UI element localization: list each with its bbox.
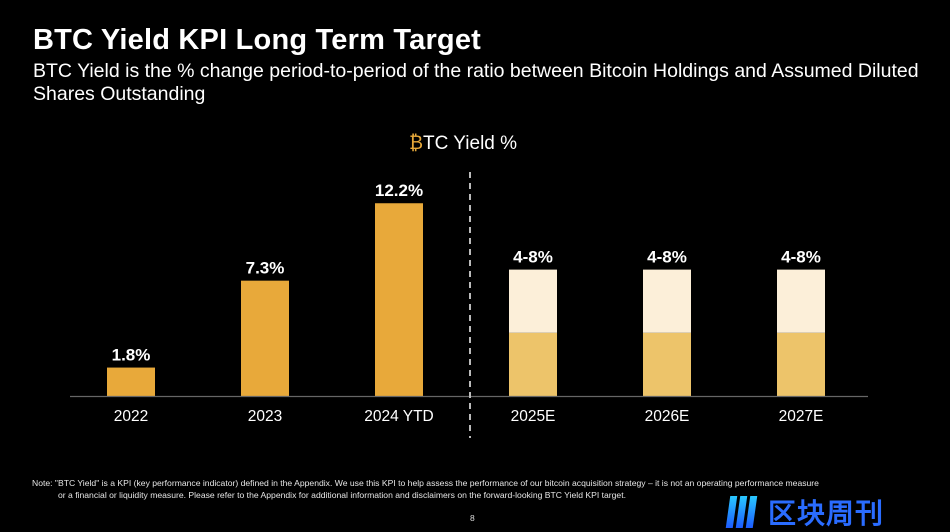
bar-range-2027e (777, 269, 825, 333)
page-title: BTC Yield KPI Long Term Target (33, 24, 482, 56)
x-tick-label: 2024 YTD (364, 408, 434, 425)
bar-2022 (107, 367, 155, 396)
bar-low-2025e (509, 332, 557, 396)
bar-low-2027e (777, 332, 825, 396)
x-tick-label: 2022 (114, 408, 148, 425)
data-label: 4-8% (513, 248, 553, 267)
data-label: 7.3% (246, 259, 285, 278)
bar-low-2026e (643, 332, 691, 396)
chart-title-text: TC Yield % (423, 133, 518, 154)
bar-2024-ytd (375, 203, 423, 396)
x-tick-label: 2027E (779, 408, 824, 425)
page-subtitle: BTC Yield is the % change period-to-peri… (33, 60, 919, 105)
footnote-line-1: Note: "BTC Yield" is a KPI (key performa… (32, 478, 819, 488)
page-number: 8 (470, 513, 475, 523)
bar-2023 (241, 280, 289, 396)
data-label: 1.8% (112, 346, 151, 365)
watermark-icon (725, 496, 764, 528)
data-label: 4-8% (647, 248, 687, 267)
bar-range-2025e (509, 269, 557, 333)
watermark-logo: 区块周刊 (725, 492, 885, 532)
footnote-line-2: or a financial or liquidity measure. Ple… (58, 490, 626, 500)
chart-title: ₿TC Yield % (0, 133, 926, 155)
watermark-text: 区块周刊 (768, 498, 885, 529)
data-label: 4-8% (781, 248, 821, 267)
x-tick-label: 2025E (511, 408, 556, 425)
data-label: 12.2% (375, 181, 423, 200)
x-tick-label: 2026E (645, 408, 690, 425)
bar-range-2026e (643, 269, 691, 333)
footnote: Note: "BTC Yield" is a KPI (key performa… (32, 477, 922, 501)
x-tick-label: 2023 (248, 408, 282, 425)
bitcoin-symbol-icon: ₿ (408, 133, 424, 154)
